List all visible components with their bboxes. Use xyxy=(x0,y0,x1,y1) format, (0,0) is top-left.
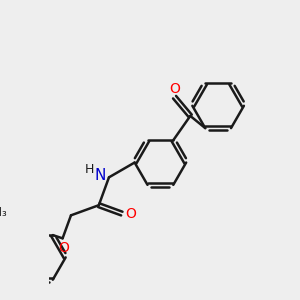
Text: CH₃: CH₃ xyxy=(0,206,8,219)
Text: N: N xyxy=(95,168,106,183)
Text: H: H xyxy=(85,163,94,176)
Text: O: O xyxy=(58,241,70,255)
Text: O: O xyxy=(125,207,136,220)
Text: O: O xyxy=(169,82,180,96)
